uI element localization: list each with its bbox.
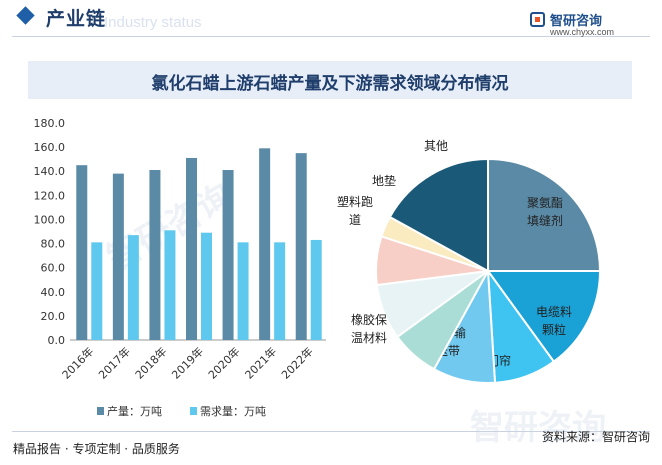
bar bbox=[91, 242, 103, 340]
y-tick-label: 120.0 bbox=[34, 189, 66, 202]
pie-slice-label: 其他 bbox=[424, 139, 448, 153]
bar bbox=[295, 153, 307, 340]
pie-slice-label: 聚氨酯填缝剂 bbox=[527, 196, 563, 228]
section-title: 产业链 bbox=[46, 8, 107, 30]
legend-swatch bbox=[97, 407, 104, 415]
footer-tagline: 精品报告 · 专项定制 · 品质服务 bbox=[13, 442, 180, 456]
x-tick-label: 2019年 bbox=[169, 344, 206, 381]
pie-slice-label: 橡胶保温材料 bbox=[351, 312, 387, 345]
y-tick-label: 0.0 bbox=[48, 334, 66, 347]
legend-label: 需求量：万吨 bbox=[200, 405, 266, 418]
legend-swatch bbox=[190, 407, 197, 415]
x-tick-label: 2021年 bbox=[242, 344, 279, 381]
bar bbox=[127, 235, 139, 340]
y-tick-label: 60.0 bbox=[41, 262, 66, 275]
x-tick-label: 2017年 bbox=[96, 344, 133, 381]
brand-name: 智研咨询 bbox=[550, 14, 603, 29]
y-tick-label: 40.0 bbox=[41, 286, 66, 299]
source-note: 资料来源：智研咨询 bbox=[541, 430, 650, 444]
header-ghost-text: Industry status bbox=[104, 14, 202, 31]
legend-label: 产量：万吨 bbox=[107, 404, 162, 418]
header-divider bbox=[12, 36, 650, 37]
brand-logo-icon bbox=[530, 12, 545, 27]
bar bbox=[76, 165, 88, 340]
x-tick-label: 2018年 bbox=[132, 344, 169, 381]
y-tick-label: 140.0 bbox=[34, 165, 66, 178]
pie-slice-label: 电缆料颗粒 bbox=[536, 305, 572, 337]
bar bbox=[310, 239, 322, 340]
chart-title: 氯化石蜡上游石蜡产量及下游需求领域分布情况 bbox=[151, 74, 509, 94]
x-tick-label: 2016年 bbox=[59, 344, 96, 381]
bar bbox=[274, 242, 286, 340]
pie-slice-label: 地垫 bbox=[372, 173, 396, 188]
y-tick-label: 80.0 bbox=[41, 238, 66, 251]
y-tick-label: 100.0 bbox=[34, 213, 66, 226]
bar bbox=[112, 173, 124, 340]
y-tick-label: 20.0 bbox=[41, 310, 66, 323]
x-tick-label: 2020年 bbox=[205, 344, 242, 381]
pie-slice-label: 塑料跑道 bbox=[337, 194, 373, 227]
y-tick-label: 160.0 bbox=[34, 141, 66, 154]
pie-slice bbox=[388, 157, 489, 273]
x-tick-label: 2022年 bbox=[278, 344, 315, 381]
y-tick-label: 180.0 bbox=[34, 117, 66, 130]
brand-logo: 智研咨询 www.chyxx.com bbox=[530, 10, 650, 38]
bar bbox=[164, 230, 176, 340]
pie-slice bbox=[486, 270, 602, 364]
bar bbox=[149, 170, 161, 340]
chart-title-banner: 氯化石蜡上游石蜡产量及下游需求领域分布情况 bbox=[28, 61, 632, 99]
brand-url: www.chyxx.com bbox=[550, 27, 615, 37]
bar bbox=[222, 170, 234, 340]
bar bbox=[259, 148, 271, 340]
bar bbox=[201, 232, 212, 340]
bar bbox=[186, 157, 197, 340]
pie-slice bbox=[487, 157, 602, 272]
bar bbox=[237, 242, 249, 340]
footer-divider bbox=[12, 431, 650, 432]
header: Industry status 产业链 智研咨询 www.chyxx.com bbox=[0, 0, 662, 44]
